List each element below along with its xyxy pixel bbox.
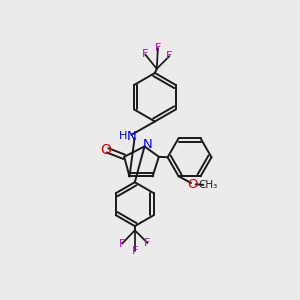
- Text: F: F: [166, 51, 172, 61]
- Text: F: F: [155, 43, 161, 53]
- Text: CH₃: CH₃: [199, 180, 218, 190]
- Text: N: N: [142, 138, 152, 151]
- Text: F: F: [144, 238, 151, 248]
- Text: O: O: [100, 143, 111, 157]
- Text: F: F: [119, 239, 125, 249]
- Text: H: H: [119, 131, 127, 142]
- Text: N: N: [127, 130, 137, 143]
- Text: O: O: [187, 178, 198, 191]
- Text: F: F: [132, 246, 138, 256]
- Text: F: F: [142, 50, 148, 59]
